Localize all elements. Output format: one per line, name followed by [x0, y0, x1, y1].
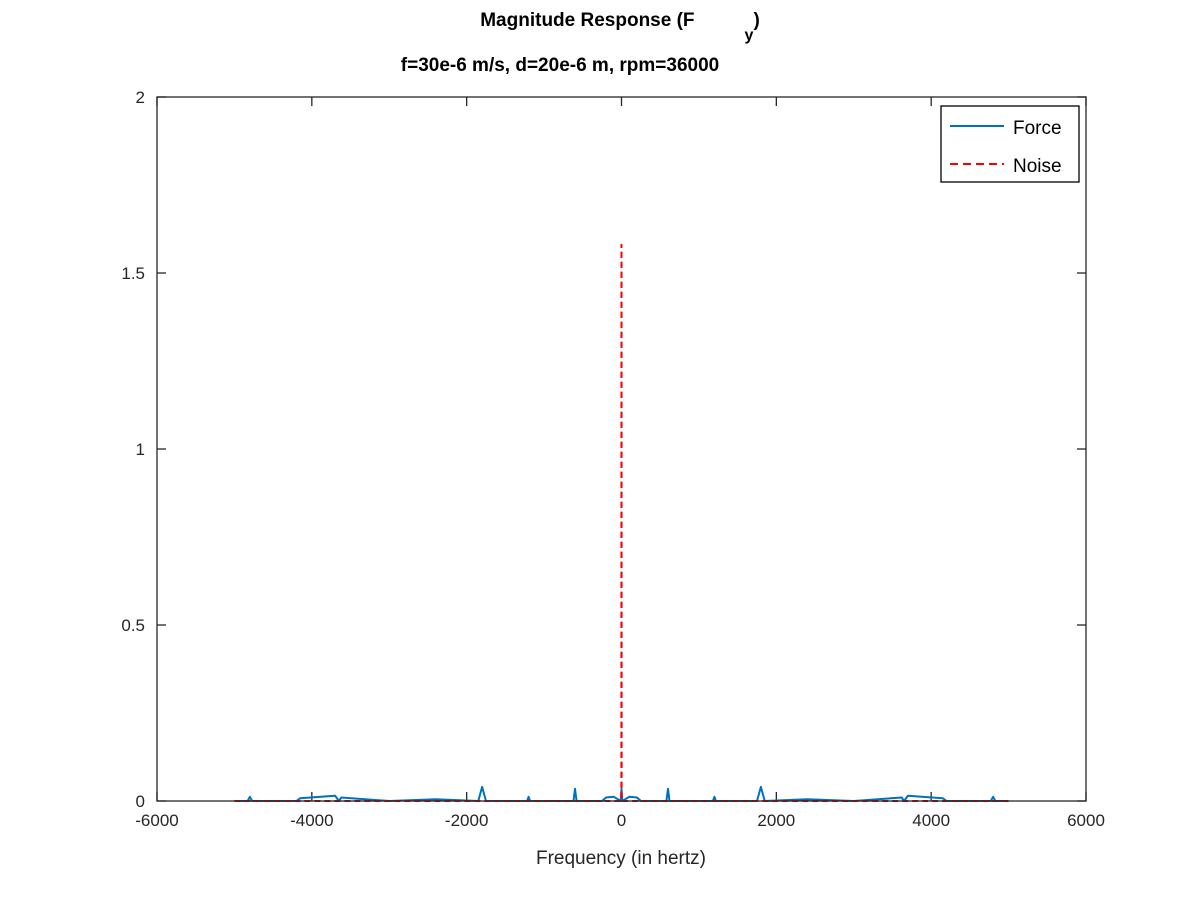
chart-subtitle: f=30e-6 m/s, d=20e-6 m, rpm=36000 [401, 55, 719, 76]
x-tick-label: 0 [617, 811, 626, 830]
x-tick-label: -6000 [135, 811, 178, 830]
x-tick-label: 6000 [1067, 811, 1105, 830]
chart-title-subscript: y [745, 27, 754, 44]
series-line-force [234, 785, 1009, 802]
chart-title-main: Magnitude Response (F [480, 10, 694, 31]
legend-label-force: Force [1013, 118, 1062, 139]
y-tick-label: 0.5 [121, 616, 145, 635]
y-tick-label: 2 [136, 88, 145, 107]
series-lines [234, 243, 1009, 802]
y-tick-label: 0 [136, 792, 145, 811]
chart-title-close: ) [753, 10, 759, 31]
x-axis-label: Frequency (in hertz) [536, 848, 706, 869]
series-line-noise [234, 243, 1009, 802]
y-tick-label: 1.5 [121, 264, 145, 283]
plot-frame [156, 96, 1087, 802]
x-tick-label: 2000 [757, 811, 795, 830]
legend-label-noise: Noise [1013, 156, 1062, 177]
legend: Force Noise [940, 105, 1080, 183]
y-tick-label: 1 [136, 440, 145, 459]
x-tick-label: -2000 [445, 811, 488, 830]
legend-box [940, 105, 1080, 183]
x-tick-label: -4000 [290, 811, 333, 830]
ticks: -6000 -4000 -2000 0 2000 4000 6000 0 0.5 1 1.5 2 [121, 88, 1105, 830]
chart-title: Magnitude Response (F y) [480, 10, 760, 44]
x-tick-label: 4000 [912, 811, 950, 830]
